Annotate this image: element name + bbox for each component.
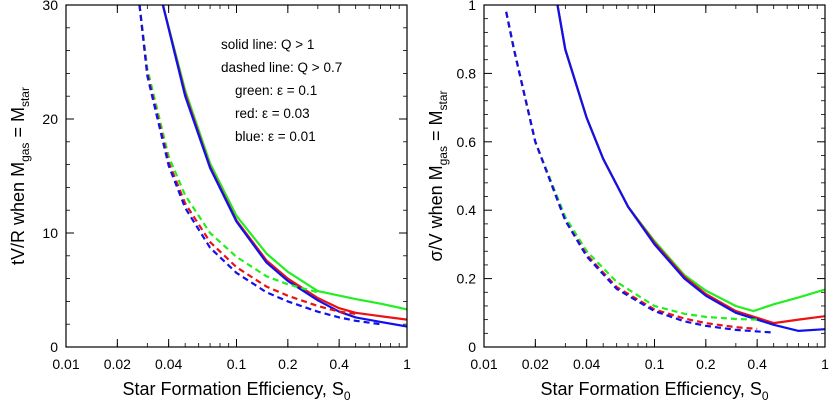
series-group (138, 5, 407, 328)
legend-annotation: dashed line: Q > 0.7 (221, 60, 342, 75)
series-line-dashed-3 (138, 5, 319, 294)
series-line-dashed-4 (505, 11, 758, 330)
x-tick-label: 0.4 (329, 356, 349, 372)
series-group (505, 5, 825, 334)
series-line-solid-2 (161, 5, 407, 328)
x-tick-label: 0.02 (104, 356, 131, 372)
x-tick-label: 0.1 (227, 356, 247, 372)
x-tick-label: 0.04 (155, 356, 182, 372)
y-axis-title: σ/V when Mgas = Mstar (426, 90, 450, 261)
series-line-dashed-5 (138, 5, 381, 326)
x-tick-label: 1 (403, 356, 411, 372)
y-tick-label: 0.2 (457, 271, 477, 287)
legend-annotation: solid line: Q > 1 (221, 37, 314, 52)
x-tick-label: 1 (821, 356, 829, 372)
series-line-dashed-5 (505, 11, 774, 334)
plot-frame (65, 4, 408, 348)
x-tick-label: 0.1 (645, 356, 665, 372)
series-line-solid-2 (556, 5, 825, 332)
y-tick-label: 1 (468, 0, 476, 13)
legend-annotation: red: ε = 0.03 (235, 106, 310, 121)
y-tick-label: 10 (42, 225, 58, 241)
y-tick-label: 0 (50, 339, 58, 355)
series-line-solid-1 (161, 5, 407, 321)
x-axis-title: Star Formation Efficiency, S0 (540, 379, 768, 403)
plot-frame (483, 4, 826, 348)
series-line-dashed-3 (505, 11, 758, 321)
y-tick-label: 20 (42, 111, 58, 127)
x-tick-label: 0.01 (52, 356, 79, 372)
x-tick-label: 0.4 (747, 356, 767, 372)
right-panel: 0.01 0.02 0.04 0.1 0.2 0.4 1 0 0.2 0.4 0.6 0.8 1 Star… (426, 0, 829, 403)
x-tick-label: 0.2 (278, 356, 298, 372)
y-axis-title: tV/R when Mgas = Mstar (8, 87, 32, 265)
x-tick-label: 0.01 (470, 356, 497, 372)
x-tick-label: 0.02 (522, 356, 549, 372)
legend-annotation: green: ε = 0.1 (235, 83, 317, 98)
y-tick-label: 0.8 (457, 65, 477, 81)
x-tick-label: 0.04 (573, 356, 600, 372)
y-tick-label: 0 (468, 339, 476, 355)
y-tick-label: 0.4 (457, 202, 477, 218)
y-tick-label: 30 (42, 0, 58, 13)
x-axis-title: Star Formation Efficiency, S0 (122, 379, 350, 403)
legend-annotation: blue: ε = 0.01 (235, 129, 316, 144)
series-line-solid-1 (556, 5, 825, 325)
y-tick-label: 0.6 (457, 134, 477, 150)
x-tick-label: 0.2 (696, 356, 716, 372)
series-line-dashed-4 (138, 5, 356, 315)
